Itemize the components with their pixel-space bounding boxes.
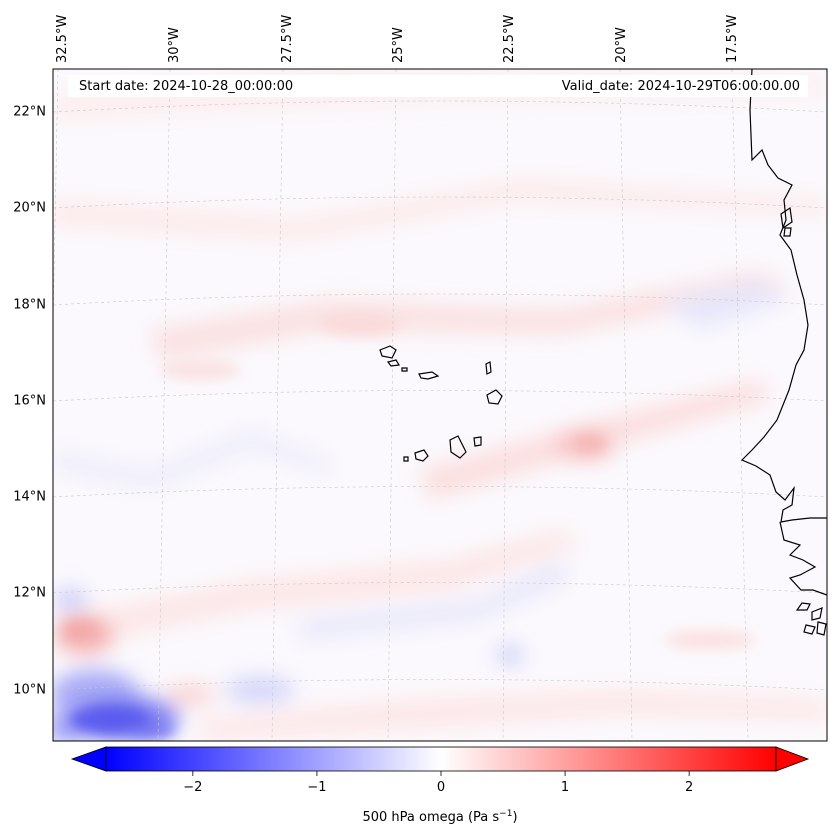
lon-label: 27.5°W [280, 15, 295, 63]
lat-label: 22°N [13, 105, 46, 120]
omega-field [53, 70, 827, 741]
lat-label: 18°N [13, 298, 46, 313]
lon-label: 20°W [614, 27, 629, 63]
colorbar-label: 500 hPa omega (Pa s−1) [362, 809, 517, 825]
cape-verde-sao-nicolau [418, 371, 440, 380]
colorbar-tick-label: 0 [437, 780, 445, 795]
cape-verde-santa-luzia [401, 367, 408, 372]
cape-verde-fogo [414, 449, 429, 462]
colorbar-gradient [106, 747, 776, 771]
map-header-strip [68, 75, 808, 97]
cape-verde-maio [473, 436, 482, 447]
map-panel [53, 69, 827, 741]
valid-date-label: Valid_date: 2024-10-29T06:00:00.00 [562, 79, 800, 94]
colorbar: −2 −1 0 1 2 500 hPa omega (Pa s−1) [70, 746, 810, 825]
lon-label: 22.5°W [502, 15, 517, 63]
cape-verde-sal [485, 361, 492, 375]
lat-label: 20°N [13, 201, 46, 216]
cape-verde-brava [403, 456, 409, 462]
colorbar-ticks: −2 −1 0 1 2 [183, 771, 693, 795]
lon-label: 17.5°W [725, 15, 740, 63]
lat-label: 14°N [13, 490, 46, 505]
omega-field-detail [62, 313, 755, 738]
latitude-labels: 22°N 20°N 18°N 16°N 14°N 12°N 10°N [13, 105, 46, 698]
lat-label: 10°N [13, 683, 46, 698]
longitude-labels: 32.5°W 30°W 27.5°W 25°W 22.5°W 20°W 17.5… [55, 15, 740, 63]
colorbar-extend-high [775, 746, 810, 772]
africa-coastline-south [779, 521, 827, 596]
colorbar-tick-label: 1 [561, 780, 569, 795]
colorbar-tick-label: 2 [685, 780, 693, 795]
lat-label: 12°N [13, 586, 46, 601]
cape-verde-sao-vicente [386, 359, 400, 367]
map-gridlines [53, 69, 827, 741]
colorbar-tick-label: −2 [183, 780, 202, 795]
africa-coastline [740, 69, 827, 523]
start-date-label: Start date: 2024-10-28_00:00:00 [79, 79, 293, 94]
coastline [379, 69, 827, 636]
lon-label: 32.5°W [55, 15, 70, 63]
map-frame [52, 68, 828, 742]
lon-label: 30°W [167, 27, 182, 63]
canary-coast-islands [780, 206, 793, 237]
colorbar-extend-low [70, 746, 107, 772]
lon-label: 25°W [391, 27, 406, 63]
colorbar-tick-label: −1 [307, 780, 326, 795]
cape-verde-boa-vista [486, 389, 503, 405]
cape-verde-santiago [449, 435, 467, 459]
cape-verde-santo-antao [379, 345, 397, 359]
bijagos-islands [795, 602, 827, 636]
lat-label: 16°N [13, 394, 46, 409]
